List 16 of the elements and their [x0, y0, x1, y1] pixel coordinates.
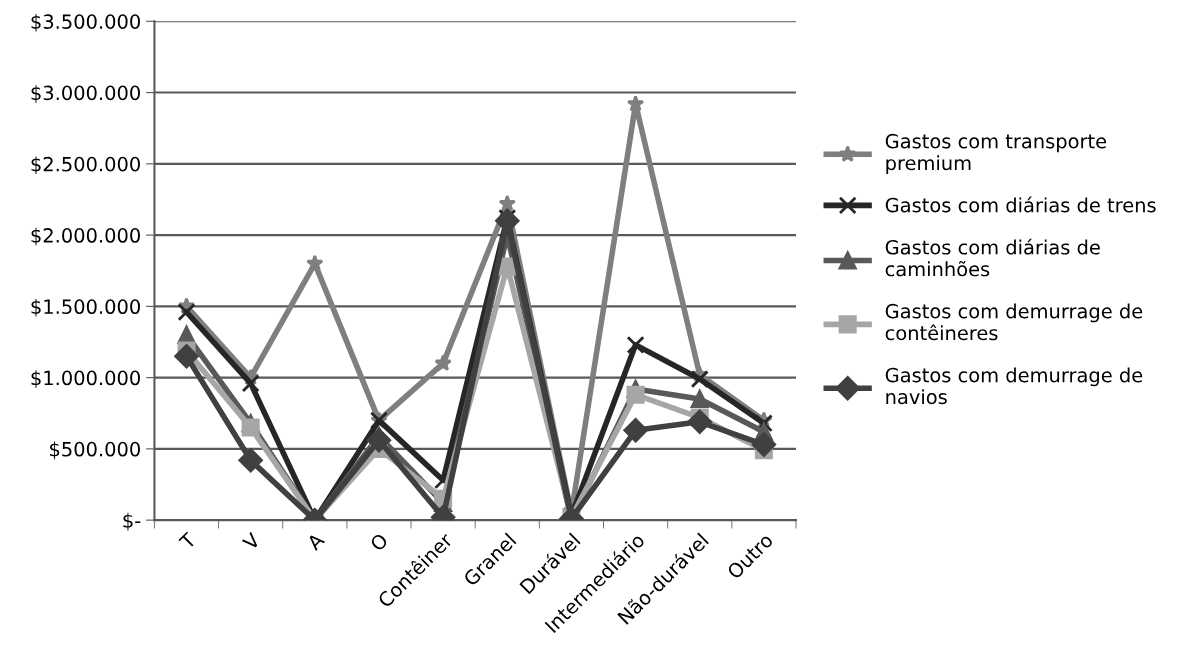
- legend-label: Gastos com transporte premium: [885, 133, 1107, 175]
- x-tick-label: V: [241, 531, 261, 551]
- legend-label: Gastos com diárias de trens: [885, 196, 1156, 213]
- y-tick-label: $500.000: [50, 441, 140, 460]
- legend-label: Gastos com demurrage de navios: [885, 367, 1143, 405]
- y-tick-label: $2.500.000: [31, 156, 140, 175]
- legend-label: Gastos com diárias de caminhões: [885, 238, 1100, 277]
- x-tick-label: A: [305, 531, 326, 551]
- y-tick-label: $3.000.000: [31, 85, 140, 103]
- y-tick-label: $-: [123, 512, 141, 531]
- x-tick-label: T: [178, 531, 197, 551]
- y-tick-label: $1.000.000: [31, 370, 140, 388]
- y-tick-label: $2.000.000: [31, 227, 140, 246]
- y-tick-label: $3.500.000: [31, 13, 140, 32]
- legend-label: Gastos com demurrage de contêineres: [885, 303, 1143, 341]
- y-tick-label: $1.500.000: [31, 298, 140, 317]
